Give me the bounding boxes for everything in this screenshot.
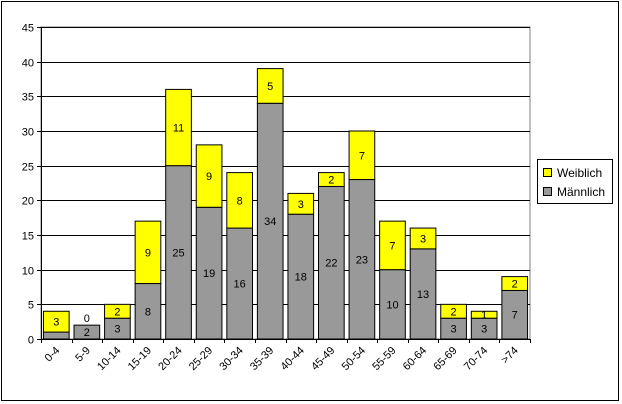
legend-label-maennlich: Männlich [557,185,605,199]
data-label-maennlich: 16 [234,279,246,291]
plot-area [40,26,531,340]
bar-weiblich [318,172,345,187]
bar-weiblich [104,303,131,319]
y-axis-ticks: 0 5 10 15 20 25 30 35 40 45 [22,23,41,347]
bar-weiblich [287,192,315,215]
bar-maennlich [409,248,437,340]
bar-maennlich [256,102,284,340]
data-label-weiblich: 3 [420,233,426,245]
bar-weiblich [256,68,284,104]
bar-weiblich [379,220,406,271]
legend-label-weiblich: Weiblich [557,166,602,180]
y-tick-label: 10 [22,266,34,278]
data-label-weiblich: 2 [451,306,457,318]
data-label-maennlich: 22 [325,258,337,270]
bar-weiblich [226,172,253,229]
bar-weiblich [440,303,467,319]
x-tick-label: 10-14 [95,345,123,373]
data-label-weiblich: 9 [145,247,151,259]
x-tick-label: 70-74 [462,345,490,373]
data-label-maennlich: 18 [295,272,307,284]
x-tick-label: 60-64 [401,345,429,373]
x-tick-label: 55-59 [370,345,398,373]
x-tick-label: 65-69 [431,345,459,373]
data-label-maennlich: 13 [417,289,429,301]
x-tick-label: >74 [499,345,521,367]
bar-maennlich [195,206,223,340]
bar-weiblich [501,276,529,291]
legend: Weiblich Männlich [537,159,613,204]
bar-maennlich [134,283,162,340]
x-tick-label: 45-49 [309,345,337,373]
legend-box [537,159,613,204]
y-tick-label: 40 [22,58,34,70]
y-tick-label: 25 [22,162,34,174]
bar-weiblich [470,310,498,319]
x-tick-label: 50-54 [340,345,368,373]
gridlines [40,26,531,340]
bar-maennlich [318,185,345,340]
data-label-weiblich: 1 [481,310,487,322]
x-tick-label: 30-34 [217,345,245,373]
bar-maennlich [379,269,406,340]
data-label-weiblich: 2 [512,279,518,291]
axes [41,27,530,340]
x-tick-label: 40-44 [279,345,307,373]
data-label-weiblich: 7 [389,240,395,252]
bar-weiblich [195,144,223,208]
x-tick-label: 15-19 [126,345,154,373]
y-tick-label: 20 [22,196,34,208]
x-tick-label: 35-39 [248,345,276,373]
y-tick-label: 15 [22,231,34,243]
data-label-weiblich: 5 [267,81,273,93]
y-tick-label: 5 [28,300,34,312]
bar-maennlich [501,289,529,340]
y-tick-label: 30 [22,127,34,139]
x-tick-label: 0-4 [43,345,63,365]
legend-swatch-maennlich [543,187,552,196]
data-label-weiblich: 2 [114,306,120,318]
data-label-weiblich: 8 [237,195,243,207]
data-label-weiblich: 7 [359,150,365,162]
data-label-maennlich: 34 [264,216,276,228]
data-label-maennlich: 19 [203,268,215,280]
bar-maennlich [165,165,192,340]
data-label-weiblich: 9 [206,171,212,183]
bar-maennlich [42,331,70,340]
y-tick-label: 45 [22,23,34,35]
y-tick-label: 35 [22,92,34,104]
x-tick-label: 5-9 [73,345,93,365]
data-label-weiblich: 3 [298,199,304,211]
data-label-maennlich: 3 [481,324,487,336]
data-label-maennlich: 2 [84,327,90,339]
data-label-weiblich: 11 [173,123,184,135]
data-label-maennlich: 3 [114,324,120,336]
data-label-maennlich: 25 [172,247,184,259]
bar-weiblich [42,310,70,333]
legend-swatch-weiblich [543,168,552,177]
x-tick-label: 25-29 [187,345,215,373]
bar-maennlich [226,227,253,340]
data-label-maennlich: 10 [386,299,398,311]
bar-weiblich [348,130,376,181]
data-label-maennlich: 7 [512,310,518,322]
data-label-maennlich: 3 [451,324,457,336]
bar-weiblich [409,227,437,250]
data-label-maennlich: 8 [145,306,151,318]
data-label-weiblich: 2 [328,175,334,187]
data-label-weiblich: 3 [53,317,59,329]
bar-weiblich [165,88,192,167]
x-tick-label: 20-24 [156,345,184,373]
data-label-weiblich: 0 [84,313,90,325]
x-axis-ticks: 0-4 5-9 10-14 15-19 20-24 25-29 30-34 35-39 40-4… [41,339,531,373]
y-tick-label: 0 [28,335,34,347]
bar-weiblich [134,220,162,285]
data-label-maennlich: 23 [356,254,368,266]
